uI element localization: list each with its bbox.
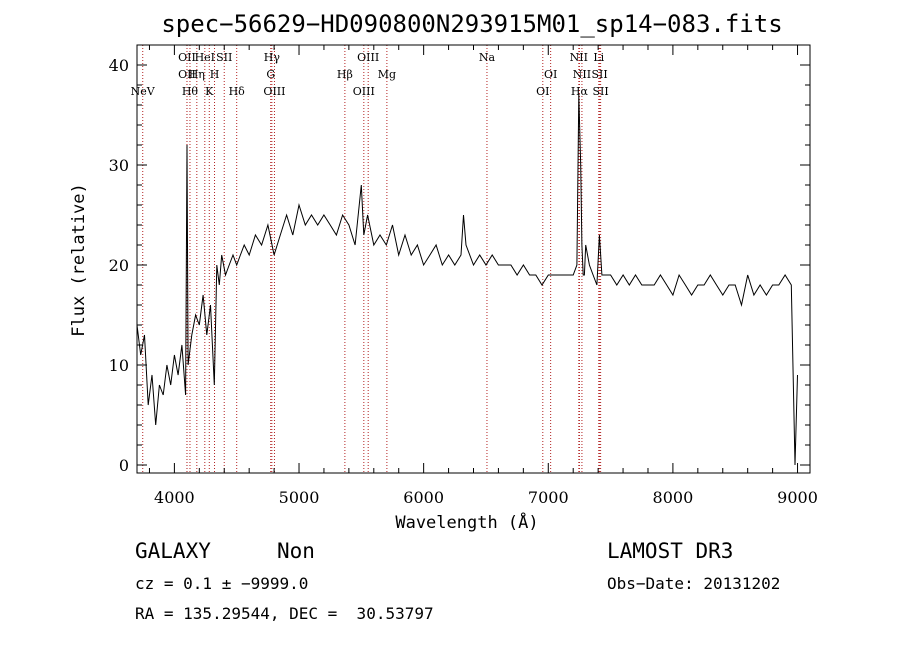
coordinates-ra-dec: RA = 135.29544, DEC = 30.53797 (135, 604, 434, 623)
y-tick-label: 40 (109, 56, 129, 75)
spectral-line-label: NII (573, 68, 591, 81)
x-tick-label: 5000 (279, 488, 320, 507)
spectral-line-label: K (205, 85, 214, 98)
survey-name: LAMOST DR3 (607, 539, 734, 563)
object-class: GALAXY (135, 539, 211, 563)
y-tick-label: 0 (119, 456, 129, 475)
x-tick-label: 7000 (528, 488, 569, 507)
y-tick-label: 20 (109, 256, 129, 275)
spectral-line-label: HeI (195, 51, 215, 64)
spectral-line-label: OI (536, 85, 549, 98)
observation-date: Obs−Date: 20131202 (607, 574, 781, 593)
spectral-line-label: NeV (131, 85, 156, 98)
spectral-line-label: OI (544, 68, 557, 81)
x-axis-ticks: 4000 5000 6000 7000 8000 9000 (148, 45, 818, 507)
spectral-line-label: Hα (571, 85, 589, 98)
spectral-line-label: Mg (378, 68, 396, 81)
x-tick-label: 4000 (154, 488, 195, 507)
x-axis-label: Wavelength (Å) (395, 511, 538, 533)
spectral-line-label: Na (479, 51, 496, 64)
spectral-line-label: Hγ (264, 51, 281, 64)
spectral-line-labels: NeVOIIOIIHθHηHeIKHSIIHδHγGOIIIOIIIHβOIII… (131, 51, 609, 98)
spectral-line-label: OII (178, 68, 196, 81)
x-tick-label: 9000 (777, 488, 818, 507)
spectral-line-label: Hβ (337, 68, 353, 81)
spectral-line-label: SII (592, 68, 608, 81)
spectral-line-label: OII (178, 51, 196, 64)
redshift-cz: cz = 0.1 ± −9999.0 (135, 574, 309, 593)
spectral-line-label: OIII (263, 85, 285, 98)
x-tick-label: 6000 (403, 488, 444, 507)
y-tick-label: 10 (109, 356, 129, 375)
spectral-line-markers (142, 45, 602, 473)
object-subclass: Non (277, 539, 315, 563)
y-axis-ticks: 0 10 20 30 40 (109, 44, 810, 475)
spectral-line-label: Hθ (182, 85, 199, 98)
spectral-line-label: SII (593, 85, 609, 98)
spectral-line-label: OIII (357, 51, 379, 64)
y-axis-label: Flux (relative) (69, 183, 89, 337)
spectral-line-label: H (210, 68, 220, 81)
spectral-line-label: Hη (189, 68, 205, 81)
spectral-line-label: NII (570, 51, 588, 64)
spectral-line-label: Li (593, 51, 604, 64)
x-tick-label: 8000 (653, 488, 694, 507)
plot-frame (136, 44, 811, 474)
chart-title: spec−56629−HD090800N293915M01_sp14−083.f… (161, 10, 782, 38)
spectral-line-label: Hδ (229, 85, 246, 98)
spectral-line-label: SII (216, 51, 232, 64)
spectral-line-label: G (266, 68, 275, 81)
spectral-line-label: OIII (353, 85, 375, 98)
y-tick-label: 30 (109, 156, 129, 175)
spectrum-series-line (136, 94, 798, 466)
